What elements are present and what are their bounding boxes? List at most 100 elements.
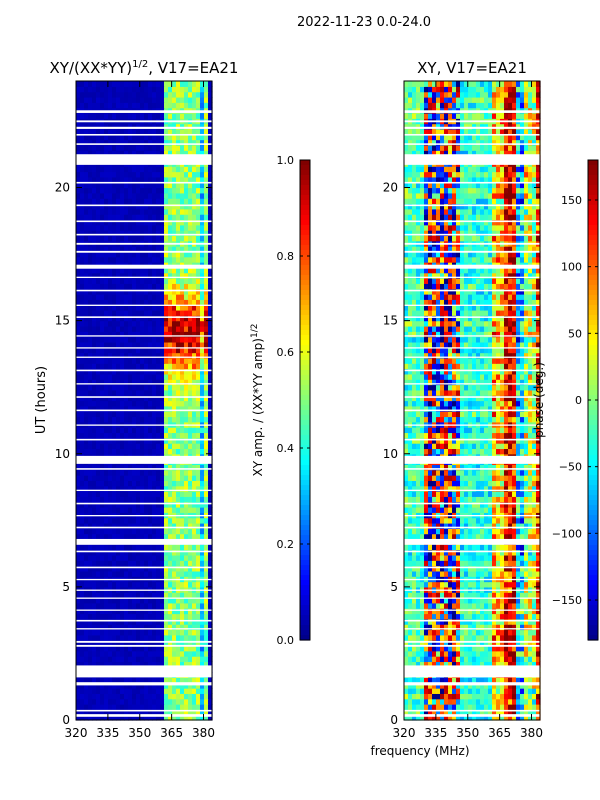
colorbar-segment [300, 565, 310, 571]
heatmap-cell [104, 139, 109, 146]
heatmap-cell [152, 123, 157, 130]
heatmap-cell [204, 544, 209, 551]
heatmap-cell [84, 363, 89, 370]
heatmap-cell [524, 650, 529, 657]
heatmap-cell [80, 682, 85, 689]
heatmap-cell [96, 469, 101, 476]
heatmap-cell [148, 704, 153, 710]
heatmap-cell [192, 496, 197, 503]
heatmap-cell [180, 395, 185, 402]
heatmap-cell [80, 714, 85, 721]
heatmap-cell [508, 688, 513, 694]
heatmap-cell [160, 299, 165, 306]
heatmap-cell [184, 86, 189, 93]
heatmap-cell [76, 634, 81, 641]
heatmap-cell [76, 96, 81, 103]
heatmap-cell [508, 645, 513, 652]
heatmap-cell [108, 267, 113, 274]
heatmap-cell [536, 629, 541, 636]
heatmap-cell [144, 182, 149, 189]
heatmap-cell [200, 384, 205, 391]
heatmap-cell [136, 549, 141, 556]
heatmap-cell [204, 134, 209, 141]
heatmap-cell [88, 570, 93, 577]
heatmap-cell [76, 501, 81, 508]
heatmap-cell [164, 411, 169, 418]
heatmap-cell [124, 176, 129, 183]
heatmap-cell [156, 709, 161, 716]
heatmap-cell [140, 336, 145, 343]
heatmap-cell [148, 581, 153, 588]
heatmap-cell [476, 634, 481, 641]
heatmap-cell [84, 597, 89, 604]
heatmap-cell [476, 677, 481, 684]
heatmap-cell [156, 294, 161, 300]
heatmap-cell [88, 198, 93, 205]
heatmap-cell [104, 469, 109, 476]
heatmap-cell [104, 581, 109, 588]
heatmap-cell [176, 491, 181, 497]
heatmap-cell [488, 640, 493, 647]
heatmap-cell [148, 475, 153, 481]
y-tick-label: 0 [62, 713, 70, 727]
heatmap-cell [96, 602, 101, 609]
heatmap-cell [144, 640, 149, 647]
heatmap-cell [208, 496, 213, 503]
heatmap-cell [132, 491, 137, 497]
heatmap-cell [440, 608, 445, 615]
heatmap-cell [156, 661, 161, 668]
heatmap-cell [132, 496, 137, 503]
heatmap-cell [156, 608, 161, 615]
heatmap-cell [160, 278, 165, 284]
heatmap-cell [116, 150, 121, 157]
heatmap-cell [120, 405, 125, 412]
heatmap-cell [120, 496, 125, 503]
heatmap-cell [184, 448, 189, 455]
heatmap-cell [180, 480, 185, 487]
heatmap-cell [144, 602, 149, 609]
heatmap-cell [432, 608, 437, 615]
heatmap-cell [420, 709, 425, 716]
heatmap-cell [144, 171, 149, 178]
heatmap-cell [500, 645, 505, 652]
heatmap-cell [180, 554, 185, 561]
heatmap-cell [92, 128, 97, 135]
heatmap-cell [156, 347, 161, 354]
heatmap-cell [200, 357, 205, 364]
heatmap-cell [136, 166, 141, 173]
heatmap-cell [136, 128, 141, 135]
heatmap-cell [92, 331, 97, 338]
heatmap-cell [164, 288, 169, 295]
heatmap-cell [204, 592, 209, 599]
heatmap-cell [168, 352, 173, 359]
heatmap-cell [88, 443, 93, 450]
heatmap-cell [164, 341, 169, 348]
heatmap-cell [128, 597, 133, 604]
heatmap-cell [180, 309, 185, 316]
heatmap-cell [164, 656, 169, 663]
heatmap-cell [512, 613, 517, 620]
heatmap-cell [200, 496, 205, 503]
heatmap-cell [204, 714, 209, 721]
heatmap-cell [112, 336, 117, 343]
heatmap-cell [528, 608, 533, 615]
heatmap-cell [168, 469, 173, 476]
heatmap-cell [148, 565, 153, 572]
heatmap-cell [460, 709, 465, 716]
heatmap-cell [112, 219, 117, 226]
heatmap-cell [100, 373, 105, 380]
heatmap-cell [536, 677, 541, 684]
heatmap-cell [156, 182, 161, 189]
heatmap-cell [196, 256, 201, 263]
heatmap-cell [208, 128, 213, 135]
heatmap-cell [208, 235, 213, 242]
colorbar-segment [300, 620, 310, 626]
heatmap-cell [80, 645, 85, 652]
heatmap-cell [132, 395, 137, 402]
heatmap-cell [496, 650, 501, 657]
heatmap-cell [516, 629, 521, 636]
heatmap-cell [120, 437, 125, 444]
heatmap-cell [188, 714, 193, 721]
heatmap-cell [416, 640, 421, 647]
heatmap-cell [76, 373, 81, 380]
